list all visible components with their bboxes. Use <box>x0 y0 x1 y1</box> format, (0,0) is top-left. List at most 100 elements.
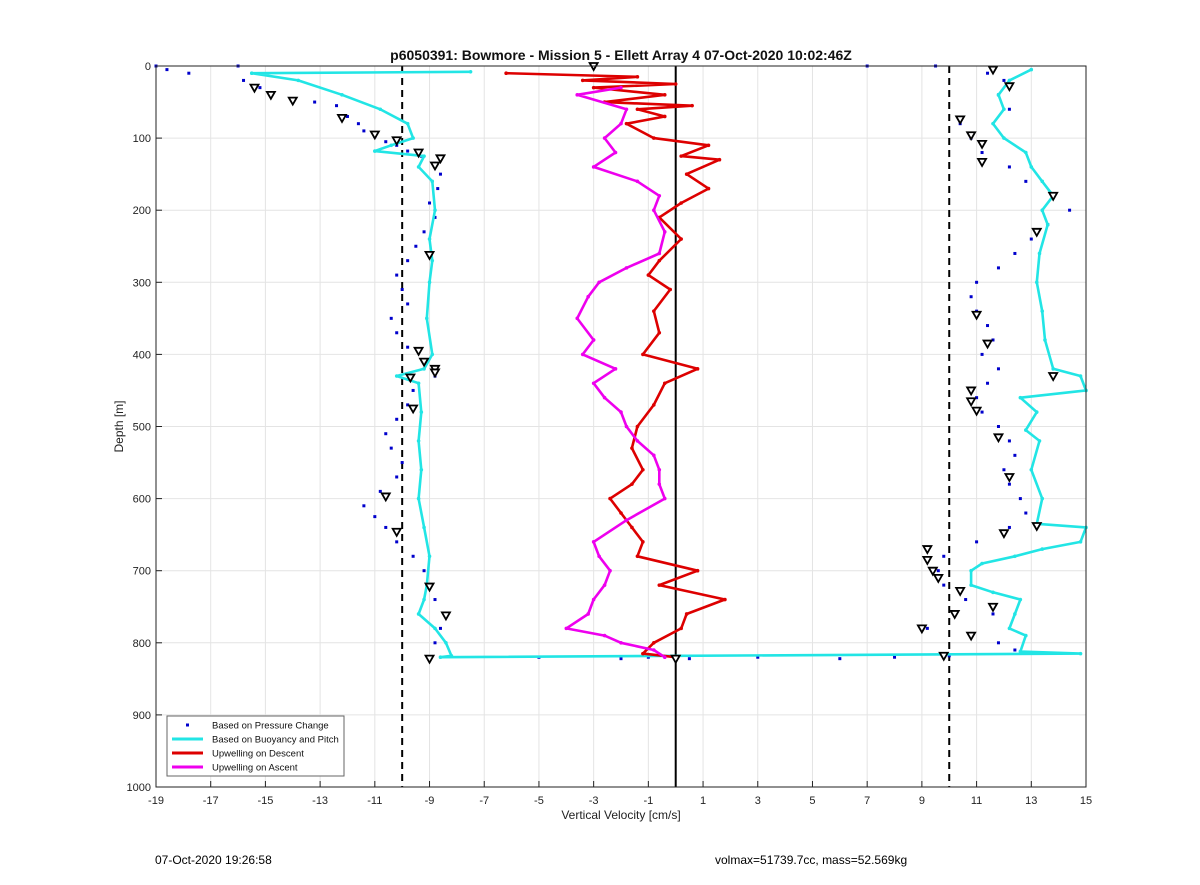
series-point <box>1024 150 1028 155</box>
pressure-point <box>406 345 410 349</box>
marker-triangle <box>949 610 961 620</box>
series-point <box>1040 179 1045 184</box>
pressure-point <box>975 396 979 400</box>
pressure-point <box>1068 208 1072 212</box>
series-point <box>662 655 667 660</box>
marker-triangle <box>248 83 261 94</box>
marker-triangle <box>434 154 447 165</box>
marker-triangle <box>927 566 939 577</box>
marker-triangle <box>992 433 1005 444</box>
marker-triangle <box>1047 372 1059 382</box>
series-point <box>969 583 973 587</box>
x-tick-label: 3 <box>755 795 761 807</box>
series-point <box>504 71 508 76</box>
series-point <box>1007 626 1012 631</box>
marker-triangle <box>1031 227 1043 238</box>
series-point <box>1024 633 1028 638</box>
pressure-point <box>1007 165 1011 169</box>
series-point <box>1078 651 1083 656</box>
series-point <box>668 287 673 292</box>
series-point <box>706 186 711 191</box>
series-point <box>1002 136 1006 140</box>
series-point <box>373 149 377 153</box>
pressure-point <box>986 381 990 385</box>
pressure-point <box>395 417 399 421</box>
pressure-point <box>406 259 410 263</box>
marker-triangle <box>954 586 966 597</box>
marker-triangle <box>429 368 441 379</box>
pressure-point <box>986 71 990 75</box>
series-point <box>427 554 432 559</box>
series-point <box>657 583 662 587</box>
series-point <box>1029 467 1034 472</box>
series-point <box>619 641 623 645</box>
marker-triangle <box>423 251 436 261</box>
series-point <box>662 381 667 386</box>
pressure-point <box>996 266 1000 270</box>
footer-date: 07-Oct-2020 19:26:58 <box>155 853 272 867</box>
pressure-point <box>980 410 984 414</box>
series-point <box>635 75 640 79</box>
x-tick-label: -19 <box>148 795 164 807</box>
series-point <box>635 554 640 559</box>
legend-swatch <box>186 723 189 727</box>
series-point <box>684 612 689 616</box>
series-point <box>591 338 596 342</box>
legend-label: Based on Buoyancy and Pitch <box>212 735 339 746</box>
series-point <box>419 410 424 414</box>
y-tick-label: 100 <box>133 133 151 145</box>
series-point <box>652 136 656 140</box>
series-point <box>602 395 607 400</box>
series-point <box>468 69 473 74</box>
series-point <box>602 136 607 140</box>
series-point <box>1040 309 1045 313</box>
pressure-point <box>395 475 399 479</box>
marker-triangle <box>976 139 988 150</box>
series-point <box>657 193 662 198</box>
pressure-point <box>925 626 929 630</box>
marker-triangle <box>407 404 419 415</box>
marker-triangle <box>413 346 425 357</box>
marker-triangle <box>971 310 983 321</box>
marker-triangle <box>1031 522 1043 532</box>
series-point <box>1045 222 1050 227</box>
series-point <box>597 554 601 559</box>
pressure-point <box>335 104 339 108</box>
series-point <box>657 251 662 256</box>
pressure-point <box>362 129 366 133</box>
series-point <box>340 93 344 97</box>
pressure-point <box>411 554 415 558</box>
series-point <box>1013 612 1017 616</box>
pressure-point <box>362 504 366 508</box>
series-point <box>419 467 424 472</box>
x-tick-label: -3 <box>589 795 599 807</box>
series-point <box>657 330 662 335</box>
x-tick-label: -5 <box>534 795 544 807</box>
series-point <box>1037 439 1042 443</box>
pressure-point <box>1013 453 1017 457</box>
series-point <box>580 352 585 357</box>
x-tick-label: -9 <box>425 795 435 807</box>
y-tick-label: 0 <box>145 61 151 73</box>
pressure-point <box>1024 511 1028 515</box>
pressure-point <box>947 654 951 658</box>
marker-triangle <box>987 65 999 76</box>
series-point <box>996 93 1001 97</box>
series-point <box>652 208 656 212</box>
marker-triangle <box>1003 473 1015 483</box>
y-axis-label: Depth [m] <box>112 400 126 452</box>
series-point <box>662 114 667 119</box>
series-point <box>575 316 580 321</box>
marker-triangle <box>391 527 403 538</box>
pressure-point <box>996 641 1000 645</box>
pressure-point <box>433 215 437 219</box>
x-tick-label: 13 <box>1025 795 1037 807</box>
series-point <box>427 280 432 285</box>
pressure-point <box>258 86 262 90</box>
pressure-point <box>969 295 973 299</box>
series-point <box>624 424 629 429</box>
series-point <box>591 165 596 169</box>
series-point <box>1051 367 1055 371</box>
series-point <box>394 374 399 378</box>
series-point <box>635 439 640 443</box>
